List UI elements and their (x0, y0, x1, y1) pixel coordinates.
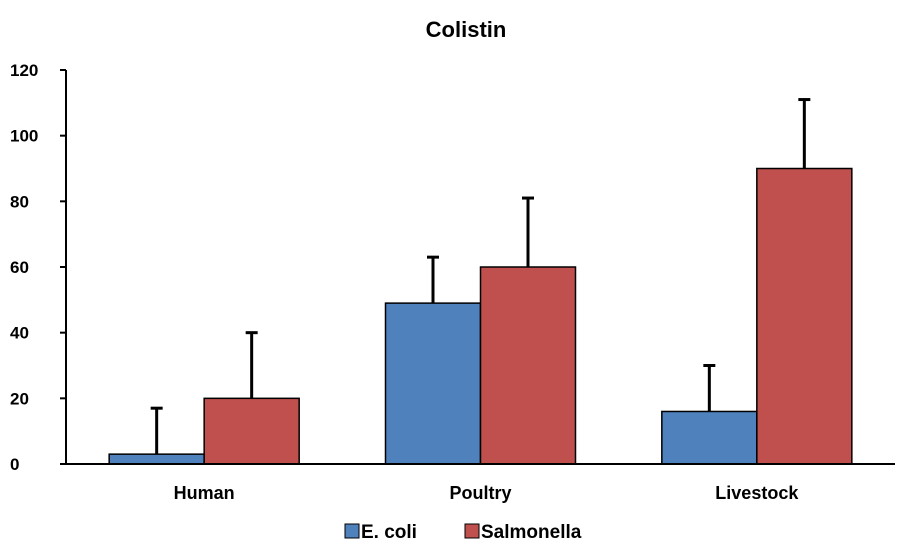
y-tick-label: 100 (10, 127, 38, 146)
bar (479, 266, 577, 465)
x-tick-label: Livestock (715, 483, 799, 503)
x-tick-label: Poultry (449, 483, 511, 503)
y-axis-ticks: 0 20 40 60 80 100 120 (10, 61, 66, 474)
y-tick-label: 60 (10, 258, 29, 277)
x-axis-labels: Human Poultry Livestock (174, 483, 800, 503)
legend-swatch (464, 523, 480, 539)
bar (203, 397, 300, 465)
legend-label: Salmonella (481, 522, 582, 543)
y-tick-label: 0 (10, 455, 19, 474)
bar (384, 302, 482, 465)
legend-label: E. coli (361, 522, 417, 543)
y-tick-label: 80 (10, 192, 29, 211)
x-tick-label: Human (174, 483, 235, 503)
y-tick-label: 40 (10, 324, 29, 343)
legend: E. coli Salmonella (344, 522, 582, 543)
bar (756, 167, 853, 465)
chart-title: Colistin (426, 17, 507, 42)
bars (108, 167, 853, 465)
bar (108, 453, 205, 465)
error-bars (150, 98, 811, 455)
y-tick-label: 120 (10, 61, 38, 80)
legend-swatch (344, 523, 360, 539)
y-tick-label: 20 (10, 389, 29, 408)
bar (661, 410, 758, 465)
axes (65, 70, 895, 465)
